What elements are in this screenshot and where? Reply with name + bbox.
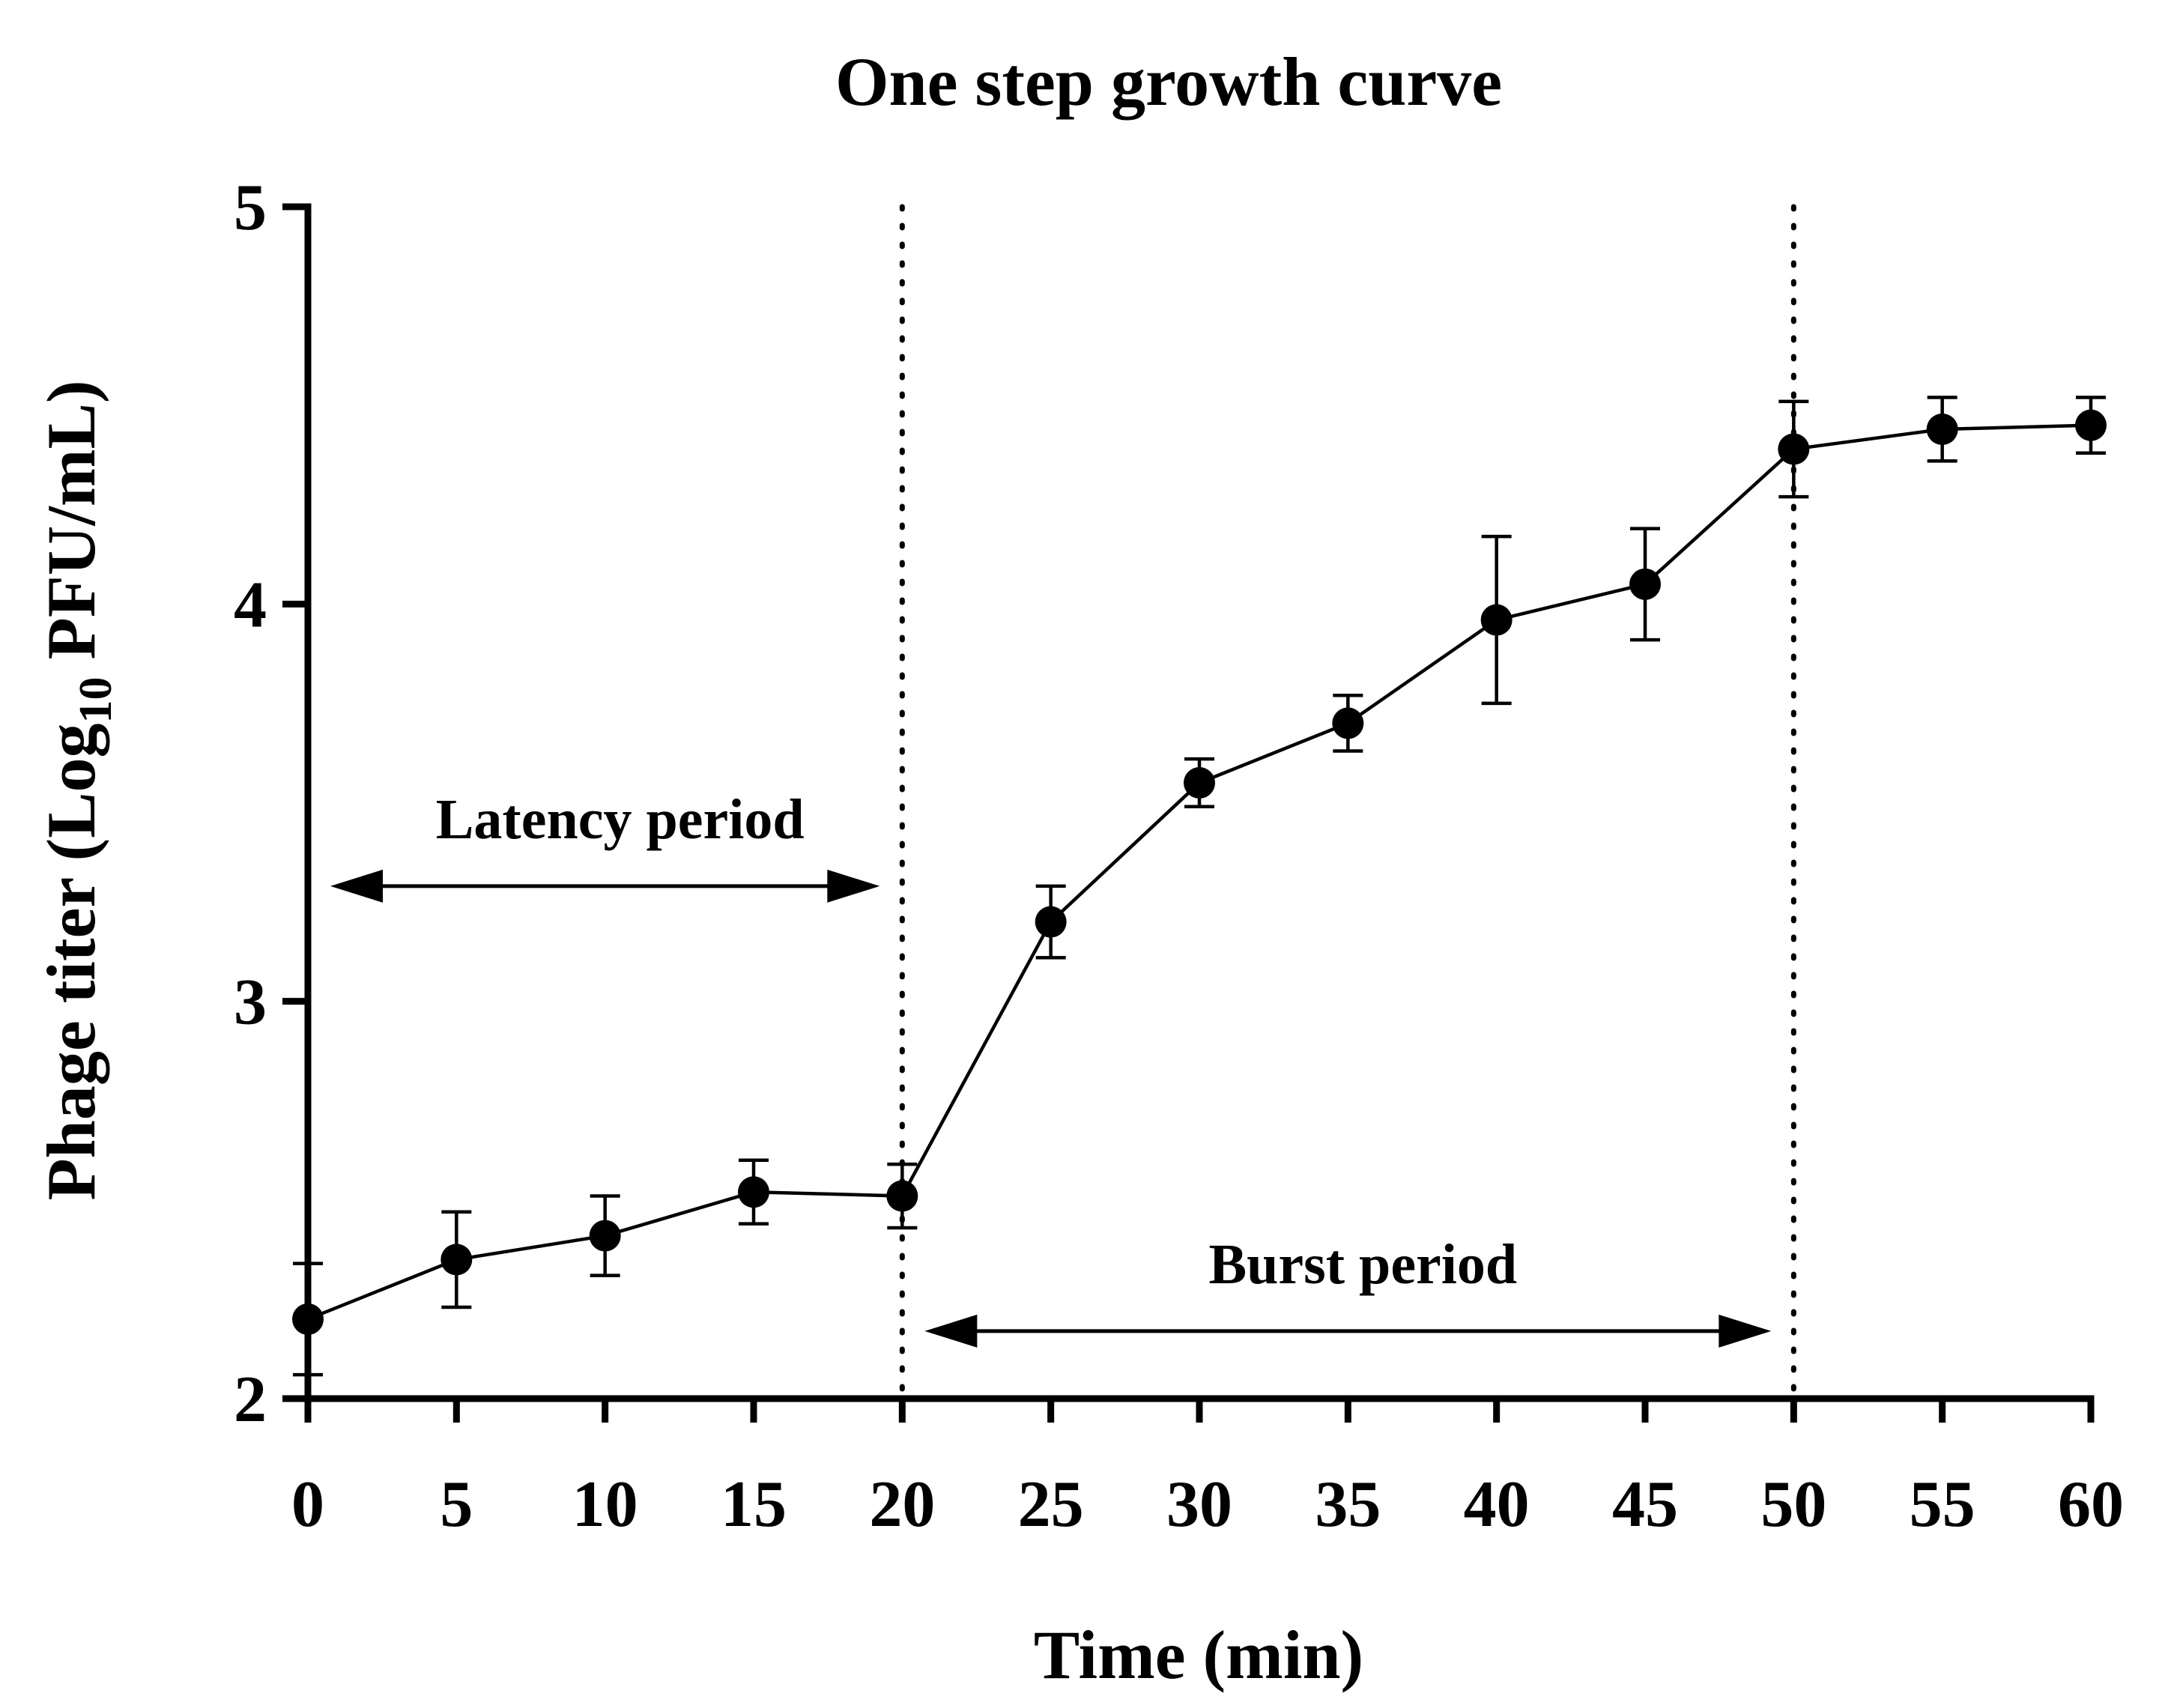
x-tick-label-25: 25 — [1018, 1468, 1084, 1541]
data-point-35 — [1332, 707, 1364, 739]
data-point-0 — [292, 1303, 324, 1335]
x-tick-label-20: 20 — [869, 1468, 935, 1541]
data-series — [292, 396, 2107, 1377]
x-axis-label: Time (min) — [1034, 1617, 1363, 1693]
y-tick-label-3: 3 — [234, 966, 267, 1039]
x-tick-label-40: 40 — [1464, 1468, 1530, 1541]
latency-period-arrow-left-head — [330, 869, 383, 903]
series-line-0 — [307, 423, 2092, 1321]
data-point-20 — [886, 1180, 918, 1212]
x-tick-label-45: 45 — [1612, 1468, 1678, 1541]
latency-period-label: Latency period — [436, 788, 805, 851]
period-annotations: Latency period Burst period — [330, 788, 1772, 1348]
data-point-40 — [1480, 604, 1513, 636]
data-point-15 — [738, 1176, 769, 1208]
x-tick-label-60: 60 — [2058, 1468, 2124, 1541]
y-tick-label-4: 4 — [234, 569, 267, 641]
data-point-5 — [440, 1244, 473, 1276]
data-point-60 — [2075, 409, 2107, 441]
y-tick-label-5: 5 — [234, 172, 267, 244]
y-axis-label: Phage titer (Log10 PFU/mL) — [33, 380, 121, 1200]
data-point-25 — [1035, 906, 1067, 938]
data-point-30 — [1184, 766, 1215, 799]
chart-title: One step growth curve — [835, 43, 1502, 120]
burst-period-label: Burst period — [1208, 1233, 1517, 1296]
reference-lines — [899, 204, 1796, 1402]
burst-period-arrow-left-head — [924, 1314, 978, 1348]
x-tick-label-15: 15 — [721, 1468, 787, 1541]
x-tick-label-0: 0 — [291, 1468, 324, 1541]
x-tick-label-35: 35 — [1315, 1468, 1381, 1541]
x-tick-label-55: 55 — [1910, 1468, 1975, 1541]
latency-period-arrow-right-head — [827, 869, 880, 903]
data-point-45 — [1629, 568, 1661, 600]
x-tick-label-10: 10 — [572, 1468, 638, 1541]
x-tick-label-50: 50 — [1760, 1468, 1826, 1541]
burst-period-arrow-right-head — [1719, 1314, 1772, 1348]
data-point-55 — [1926, 413, 1958, 445]
x-tick-label-5: 5 — [440, 1468, 473, 1541]
x-tick-label-30: 30 — [1166, 1468, 1232, 1541]
data-point-10 — [589, 1220, 621, 1252]
data-point-50 — [1778, 433, 1810, 465]
y-tick-label-2: 2 — [234, 1363, 267, 1436]
